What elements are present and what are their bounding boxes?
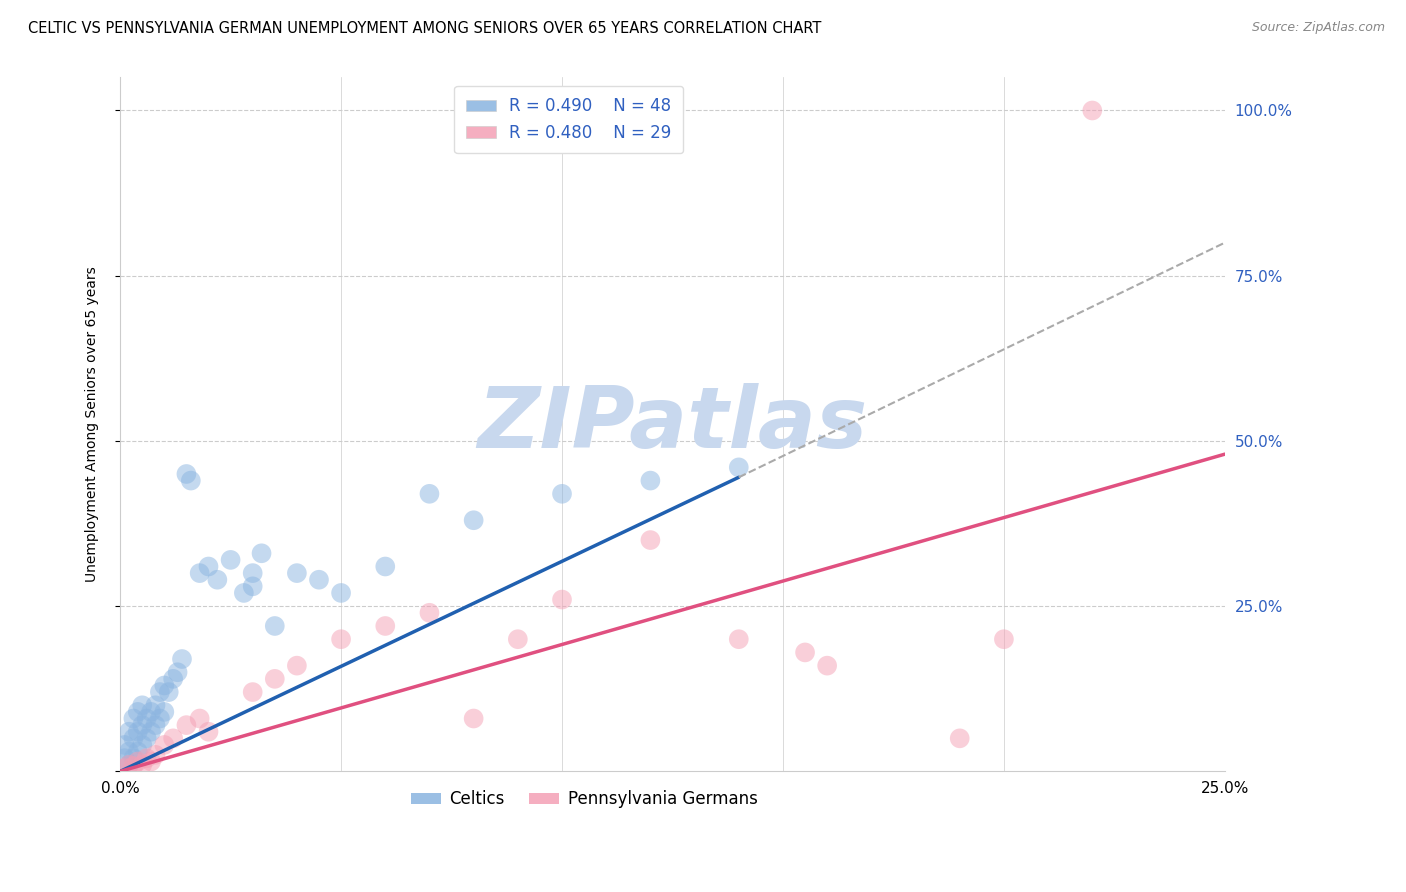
Text: CELTIC VS PENNSYLVANIA GERMAN UNEMPLOYMENT AMONG SENIORS OVER 65 YEARS CORRELATI: CELTIC VS PENNSYLVANIA GERMAN UNEMPLOYME… xyxy=(28,21,821,36)
Point xyxy=(794,645,817,659)
Point xyxy=(207,573,229,587)
Point xyxy=(374,559,396,574)
Point xyxy=(166,665,188,680)
Point xyxy=(127,755,149,769)
Point xyxy=(197,724,219,739)
Point xyxy=(727,632,749,647)
Point xyxy=(176,718,198,732)
Point xyxy=(330,586,353,600)
Point xyxy=(463,513,485,527)
Point xyxy=(263,619,285,633)
Point xyxy=(242,579,264,593)
Point xyxy=(157,685,180,699)
Point xyxy=(127,724,149,739)
Point xyxy=(127,705,149,719)
Text: ZIPatlas: ZIPatlas xyxy=(478,383,868,466)
Point xyxy=(506,632,529,647)
Point xyxy=(176,467,198,481)
Point xyxy=(815,658,838,673)
Point xyxy=(122,751,145,765)
Point xyxy=(374,619,396,633)
Point xyxy=(139,755,162,769)
Point xyxy=(463,712,485,726)
Point xyxy=(242,566,264,581)
Point xyxy=(418,606,440,620)
Point xyxy=(180,474,202,488)
Point xyxy=(131,698,153,713)
Point xyxy=(114,761,136,775)
Point xyxy=(330,632,353,647)
Point xyxy=(418,487,440,501)
Point xyxy=(122,759,145,773)
Point xyxy=(551,487,574,501)
Point xyxy=(149,685,172,699)
Point xyxy=(1081,103,1104,118)
Point xyxy=(135,712,157,726)
Point xyxy=(551,592,574,607)
Point xyxy=(145,747,167,762)
Point xyxy=(162,731,184,746)
Point xyxy=(114,738,136,752)
Point xyxy=(122,731,145,746)
Point xyxy=(153,705,176,719)
Point xyxy=(122,712,145,726)
Point xyxy=(139,705,162,719)
Point xyxy=(139,724,162,739)
Point xyxy=(127,745,149,759)
Point xyxy=(118,745,141,759)
Point xyxy=(131,738,153,752)
Point xyxy=(118,724,141,739)
Point xyxy=(640,533,662,547)
Point xyxy=(308,573,330,587)
Point xyxy=(145,718,167,732)
Point xyxy=(162,672,184,686)
Point xyxy=(188,566,211,581)
Point xyxy=(153,738,176,752)
Point xyxy=(135,751,157,765)
Point xyxy=(250,546,273,560)
Point xyxy=(131,757,153,772)
Point xyxy=(153,678,176,692)
Legend: Celtics, Pennsylvania Germans: Celtics, Pennsylvania Germans xyxy=(404,784,765,815)
Point xyxy=(170,652,193,666)
Point xyxy=(188,712,211,726)
Point xyxy=(118,757,141,772)
Point xyxy=(640,474,662,488)
Point xyxy=(197,559,219,574)
Point xyxy=(114,751,136,765)
Point xyxy=(285,566,308,581)
Point xyxy=(263,672,285,686)
Point xyxy=(285,658,308,673)
Point xyxy=(219,553,242,567)
Point xyxy=(145,698,167,713)
Point xyxy=(118,757,141,772)
Point xyxy=(993,632,1015,647)
Point xyxy=(149,712,172,726)
Point xyxy=(232,586,254,600)
Point xyxy=(242,685,264,699)
Point xyxy=(131,718,153,732)
Point xyxy=(727,460,749,475)
Y-axis label: Unemployment Among Seniors over 65 years: Unemployment Among Seniors over 65 years xyxy=(86,267,100,582)
Text: Source: ZipAtlas.com: Source: ZipAtlas.com xyxy=(1251,21,1385,34)
Point xyxy=(135,731,157,746)
Point xyxy=(949,731,972,746)
